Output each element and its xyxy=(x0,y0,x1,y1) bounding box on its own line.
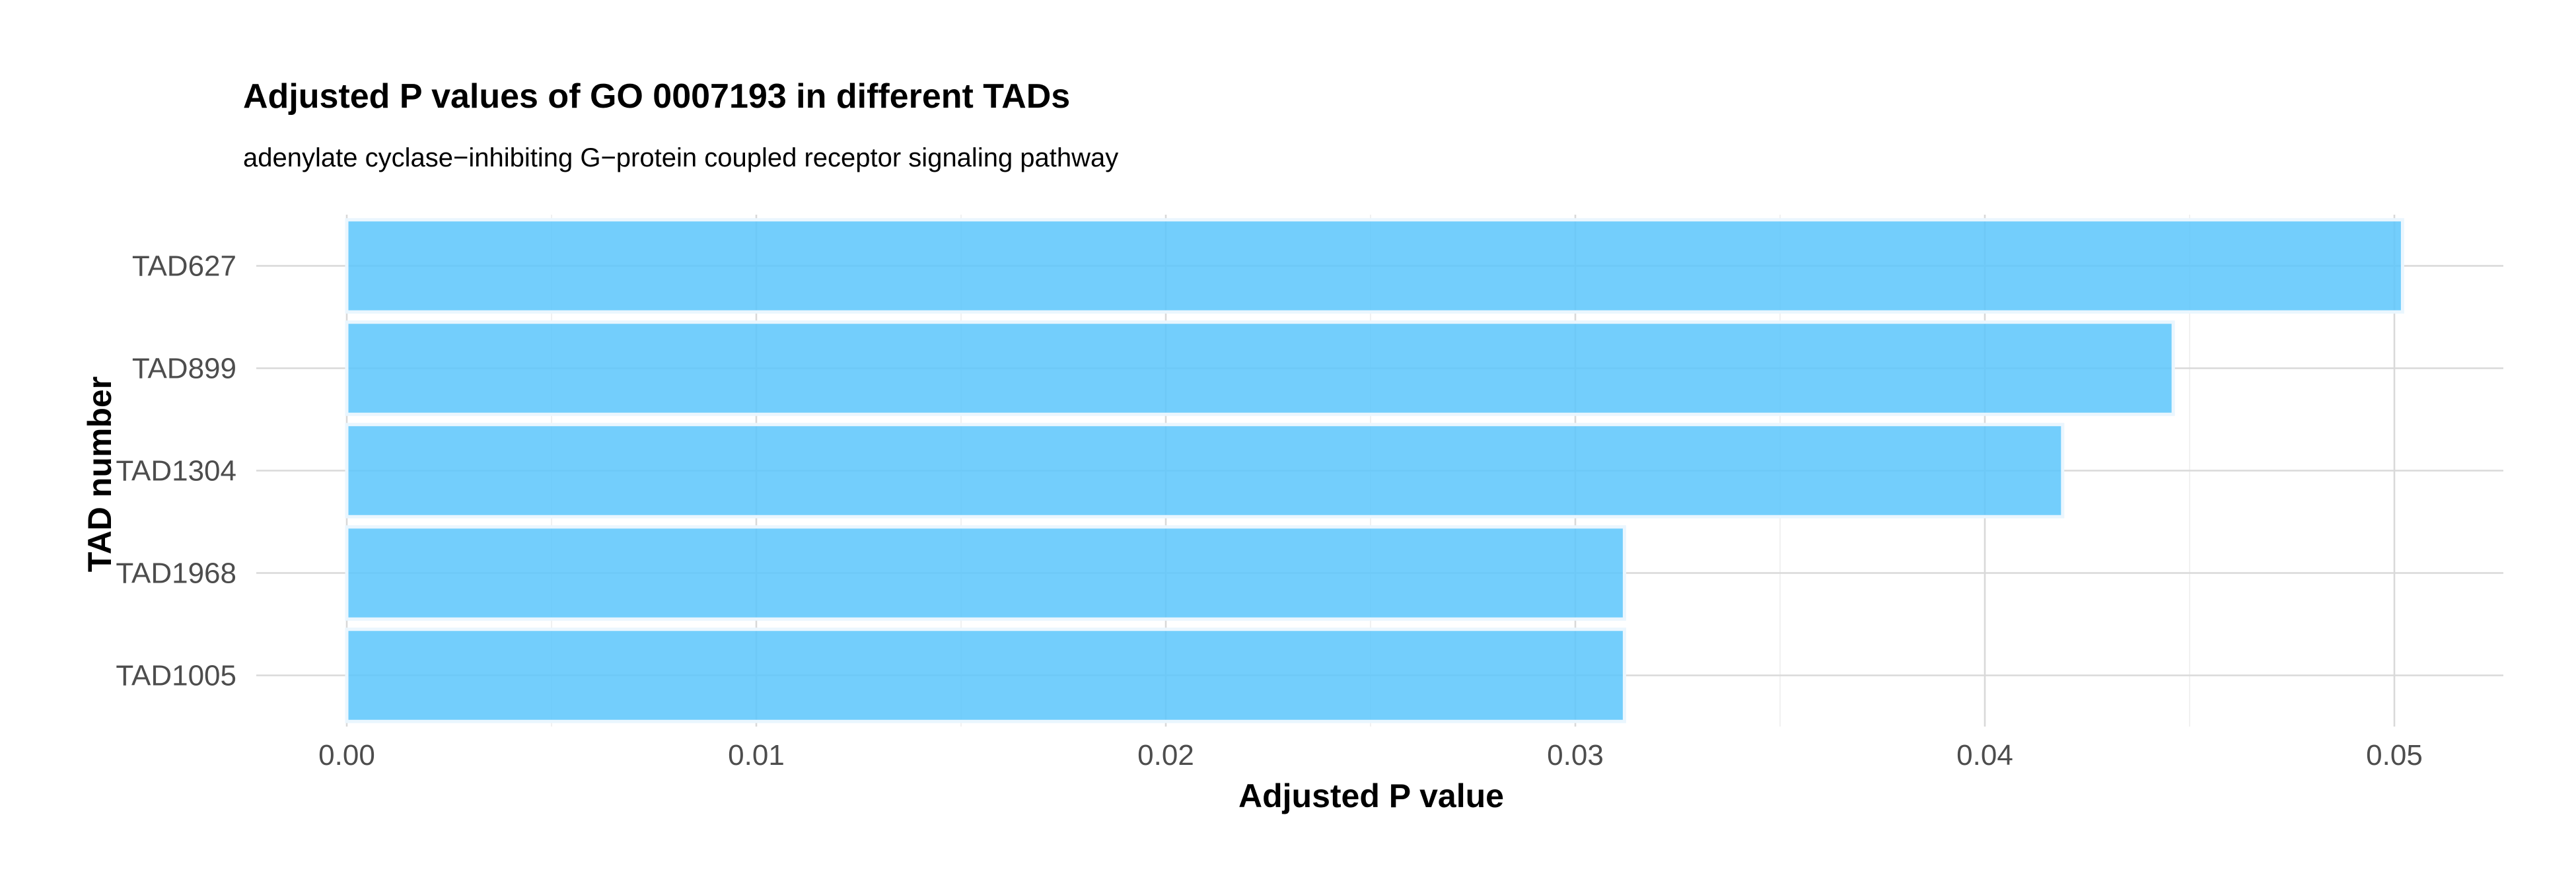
x-axis-ticks: 0.00 0.01 0.02 0.03 0.04 0.05 xyxy=(318,739,2423,771)
chart-subtitle: adenylate cyclase−inhibiting G−protein c… xyxy=(243,143,1118,172)
x-tick-label: 0.03 xyxy=(1547,739,1604,771)
x-tick-label: 0.01 xyxy=(728,739,785,771)
bar-tad1304 xyxy=(345,423,2065,519)
y-axis-ticks: TAD627 TAD899 TAD1304 TAD1968 TAD1005 xyxy=(116,250,236,692)
bar-tad1005 xyxy=(345,627,1626,723)
x-axis-title: Adjusted P value xyxy=(1238,777,1504,814)
bar-tad1968 xyxy=(345,525,1626,621)
y-tick-label: TAD899 xyxy=(132,353,236,385)
y-axis-title: TAD number xyxy=(81,376,118,572)
y-tick-label: TAD1304 xyxy=(116,455,236,487)
x-tick-label: 0.02 xyxy=(1137,739,1194,771)
y-tick-label: TAD1005 xyxy=(116,660,236,692)
x-tick-label: 0.05 xyxy=(2366,739,2423,771)
x-tick-label: 0.00 xyxy=(318,739,375,771)
bar-tad899 xyxy=(345,320,2175,416)
x-tick-label: 0.04 xyxy=(1956,739,2013,771)
y-tick-label: TAD1968 xyxy=(116,557,236,590)
bar-tad627 xyxy=(345,218,2404,314)
y-tick-label: TAD627 xyxy=(132,250,236,283)
bars xyxy=(345,218,2404,723)
chart-title: Adjusted P values of GO 0007193 in diffe… xyxy=(243,77,1070,116)
